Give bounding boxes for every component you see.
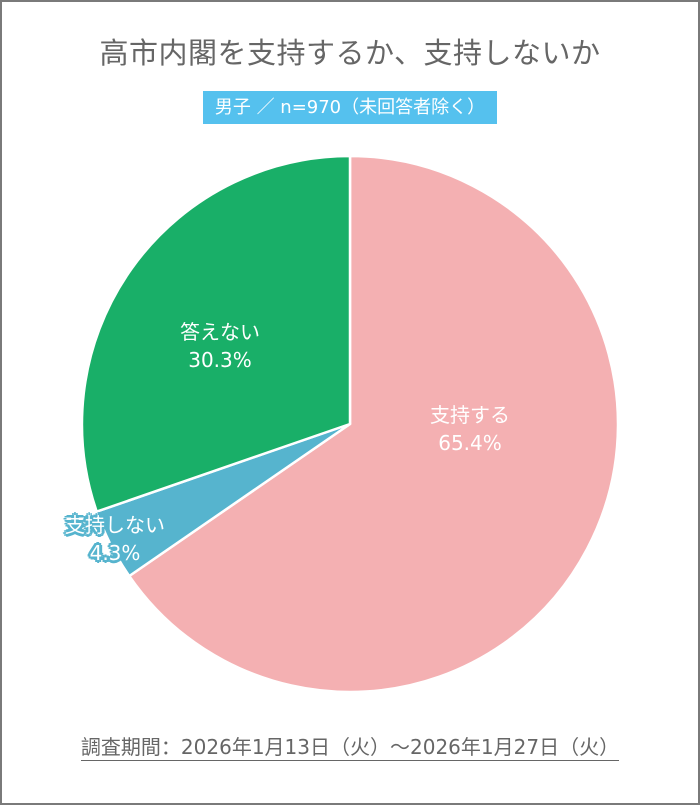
- sample-badge: 男子 ／ n=970（未回答者除く）: [203, 91, 497, 124]
- slice-support: [128, 154, 620, 694]
- slice-name: 支持する: [430, 403, 510, 427]
- slice-name: 答えない: [180, 320, 260, 344]
- slice-name: 支持しない: [65, 513, 165, 537]
- slice-no-answer: [80, 154, 352, 513]
- chart-title: 高市内閣を支持するか、支持しないか: [99, 36, 601, 70]
- slice-label-not-support: 支持しない 4.3%: [40, 511, 190, 567]
- slice-label-no-answer: 答えない 30.3%: [145, 318, 295, 374]
- slice-value: 30.3%: [188, 348, 252, 372]
- slice-label-support: 支持する 65.4%: [395, 401, 545, 457]
- survey-period: 調査期間：2026年1月13日（火）～2026年1月27日（火）: [0, 731, 700, 761]
- survey-period-text: 調査期間：2026年1月13日（火）～2026年1月27日（火）: [80, 735, 620, 761]
- slice-value: 4.3%: [89, 541, 141, 565]
- slice-value: 65.4%: [438, 431, 502, 455]
